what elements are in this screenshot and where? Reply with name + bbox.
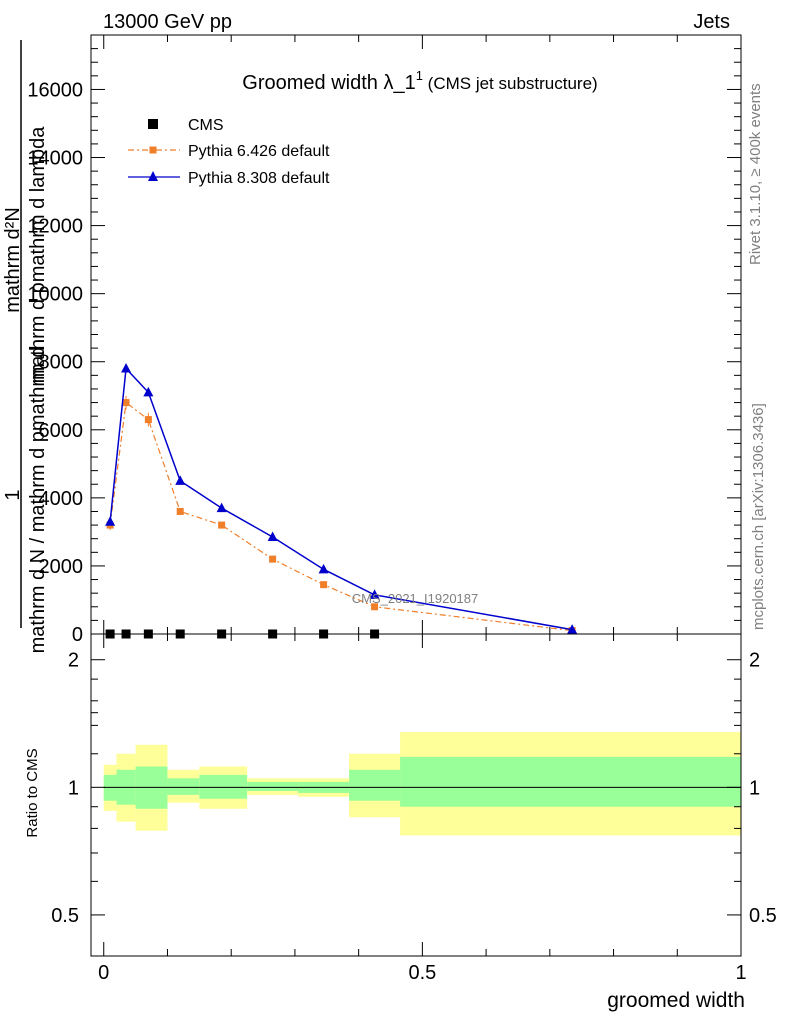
ratio-y-axis-label: Ratio to CMS bbox=[24, 748, 41, 837]
data-point bbox=[216, 502, 227, 513]
ratio-y-tick-label: 0.5 bbox=[51, 905, 79, 927]
title-note: (CMS jet substructure) bbox=[423, 74, 598, 93]
process-label: Jets bbox=[693, 11, 730, 33]
data-point bbox=[105, 516, 116, 526]
legend-item: CMS bbox=[148, 117, 224, 134]
x-tick-label: 0.5 bbox=[408, 962, 436, 984]
rivet-label: Rivet 3.1.10, ≥ 400k events bbox=[747, 83, 764, 265]
data-point bbox=[122, 399, 130, 407]
legend: CMS Pythia 6.426 default Pythia 8.308 defa… bbox=[128, 117, 330, 187]
mcplots-label: mcplots.cern.ch [arXiv:1306.3436] bbox=[750, 403, 767, 630]
y-tick-label: 16000 bbox=[27, 79, 83, 101]
series-pythia-6-426-default bbox=[106, 395, 576, 635]
y-label-denominator: mathrm d pmathrm d lambda bbox=[27, 126, 49, 384]
x-tick-label: 0 bbox=[98, 962, 109, 984]
legend-label: Pythia 8.308 default bbox=[188, 170, 330, 187]
ratio-axes: 0.5 0.5 1 1 2 2 0 0.5 1 bbox=[51, 633, 777, 984]
title-text: Groomed width bbox=[242, 72, 383, 94]
data-point bbox=[369, 589, 380, 599]
data-point bbox=[144, 416, 152, 424]
y-tick-label: 8000 bbox=[39, 352, 84, 374]
data-point bbox=[175, 475, 186, 485]
ratio-y-tick-label-right: 0.5 bbox=[749, 905, 777, 927]
y-tick-label: 0 bbox=[72, 624, 83, 646]
x-axis-label: groomed width bbox=[607, 989, 745, 1012]
title-superscript: 1 bbox=[416, 68, 423, 83]
energy-label: 13000 GeV pp bbox=[103, 11, 232, 33]
stat-uncertainty-band bbox=[400, 756, 741, 807]
data-point bbox=[176, 507, 184, 515]
main-axes: 0 2000 4000 6000 8000 10000 12000 14000 16000 bbox=[27, 34, 742, 646]
analysis-label: CMS_2021_I1920187 bbox=[352, 591, 479, 606]
data-point bbox=[567, 624, 578, 634]
plot-title: Groomed width λ_11 (CMS jet substructure… bbox=[242, 68, 597, 94]
y-label-one: 1 bbox=[2, 489, 24, 500]
series-line bbox=[109, 366, 573, 631]
y-tick-label: 14000 bbox=[27, 148, 83, 170]
y-tick-label: 2000 bbox=[39, 556, 84, 578]
stat-uncertainty-band bbox=[167, 778, 200, 795]
legend-label: Pythia 6.426 default bbox=[188, 143, 330, 160]
y-tick-label: 12000 bbox=[27, 216, 83, 238]
data-point bbox=[269, 555, 277, 563]
ratio-frame bbox=[90, 633, 742, 957]
stat-uncertainty-band bbox=[199, 774, 248, 799]
y-label-bottom: mathrm d N / mathrm d pmathrm d bbox=[27, 347, 49, 654]
ratio-plot-panel: 0.5 0.5 1 1 2 2 0 0.5 1 Ratio to CMS groomed wid… bbox=[24, 633, 777, 1012]
ratio-bands bbox=[103, 732, 741, 836]
data-point bbox=[218, 521, 226, 529]
y-label-numerator: mathrm d²N bbox=[2, 207, 24, 313]
data-point bbox=[267, 531, 278, 542]
legend-marker bbox=[148, 119, 158, 129]
ratio-y-tick-label-right: 2 bbox=[749, 650, 760, 672]
legend-label: CMS bbox=[188, 117, 224, 134]
ratio-y-tick-label-right: 1 bbox=[749, 777, 760, 799]
legend-marker bbox=[148, 171, 158, 181]
main-plot-panel: 0 2000 4000 6000 8000 10000 12000 14000 16000 CM… bbox=[2, 34, 742, 653]
series-line bbox=[109, 401, 573, 632]
data-point bbox=[121, 363, 132, 373]
data-point bbox=[143, 386, 154, 397]
ratio-y-tick-label: 2 bbox=[68, 650, 79, 672]
title-symbol: λ_1 bbox=[383, 72, 415, 94]
y-axis-label: mathrm d²N mathrm d pmathrm d lambda 1 math… bbox=[2, 40, 49, 653]
legend-marker bbox=[149, 146, 157, 154]
stat-uncertainty-band bbox=[349, 769, 401, 801]
data-point bbox=[320, 581, 328, 589]
y-tick-label: 4000 bbox=[39, 488, 84, 510]
y-tick-label: 10000 bbox=[27, 284, 83, 306]
legend-item: Pythia 8.308 default bbox=[128, 170, 330, 187]
ratio-y-tick-label: 1 bbox=[68, 777, 79, 799]
data-point bbox=[371, 603, 379, 611]
main-series-layer bbox=[105, 363, 578, 639]
legend-item: Pythia 6.426 default bbox=[128, 143, 330, 160]
data-point bbox=[318, 563, 329, 574]
stat-uncertainty-band bbox=[247, 781, 299, 792]
x-tick-label: 1 bbox=[735, 962, 746, 984]
series-pythia-8-308-default bbox=[105, 363, 578, 634]
y-tick-label: 6000 bbox=[39, 420, 84, 442]
